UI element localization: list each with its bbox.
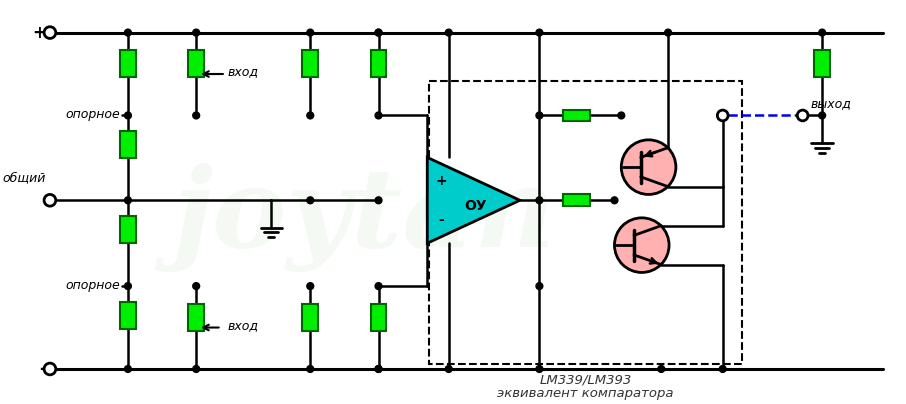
Circle shape [375,29,382,36]
Text: +: + [32,23,46,42]
Circle shape [536,29,543,36]
Text: -: - [438,213,444,227]
Circle shape [536,366,543,372]
Circle shape [44,27,56,38]
Bar [120,216,136,243]
Circle shape [536,112,543,119]
Circle shape [44,194,56,206]
Circle shape [611,197,618,204]
Text: ОУ: ОУ [464,199,487,213]
Circle shape [622,140,676,194]
Circle shape [618,112,625,119]
Circle shape [719,112,726,119]
Circle shape [193,29,199,36]
Text: LM339/LM393: LM339/LM393 [540,373,631,386]
Bar [563,194,590,206]
Bar [371,50,386,78]
Circle shape [307,112,313,119]
Text: опорное: опорное [65,279,120,292]
Circle shape [375,283,382,290]
Circle shape [719,366,726,372]
Circle shape [536,283,543,290]
Bar [429,81,742,364]
Circle shape [307,197,313,204]
Bar [563,109,590,121]
Circle shape [446,366,452,372]
Text: +: + [435,174,447,188]
Circle shape [718,110,728,121]
Bar [120,50,136,78]
Circle shape [124,112,131,119]
Circle shape [819,29,825,36]
Polygon shape [428,158,520,243]
Circle shape [124,283,131,290]
Circle shape [375,29,382,36]
Text: вход: вход [227,65,258,78]
Circle shape [665,29,671,36]
Text: эквивалент компаратора: эквивалент компаратора [497,387,674,400]
Circle shape [446,29,452,36]
Bar [120,302,136,329]
Circle shape [193,112,199,119]
Circle shape [124,29,131,36]
Circle shape [658,366,665,372]
Text: выход: выход [811,97,852,110]
Bar [303,50,318,78]
Circle shape [307,29,313,36]
Bar [188,50,204,78]
Bar [120,131,136,158]
Circle shape [614,218,669,272]
Circle shape [536,197,543,204]
Bar [188,304,204,331]
Circle shape [307,283,313,290]
Circle shape [375,112,382,119]
Bar [371,304,386,331]
Circle shape [375,197,382,204]
Circle shape [193,283,199,290]
Text: опорное: опорное [65,108,120,121]
Circle shape [124,197,131,204]
Text: -: - [39,360,46,378]
Circle shape [797,110,808,121]
Text: joytan: joytan [172,163,555,272]
Bar [814,50,830,78]
Circle shape [44,363,56,375]
Circle shape [193,366,199,372]
Text: вход: вход [227,319,258,332]
Circle shape [307,366,313,372]
Circle shape [375,366,382,372]
Circle shape [124,366,131,372]
Bar [303,304,318,331]
Circle shape [819,112,825,119]
Circle shape [375,366,382,372]
Text: общий: общий [3,172,46,185]
